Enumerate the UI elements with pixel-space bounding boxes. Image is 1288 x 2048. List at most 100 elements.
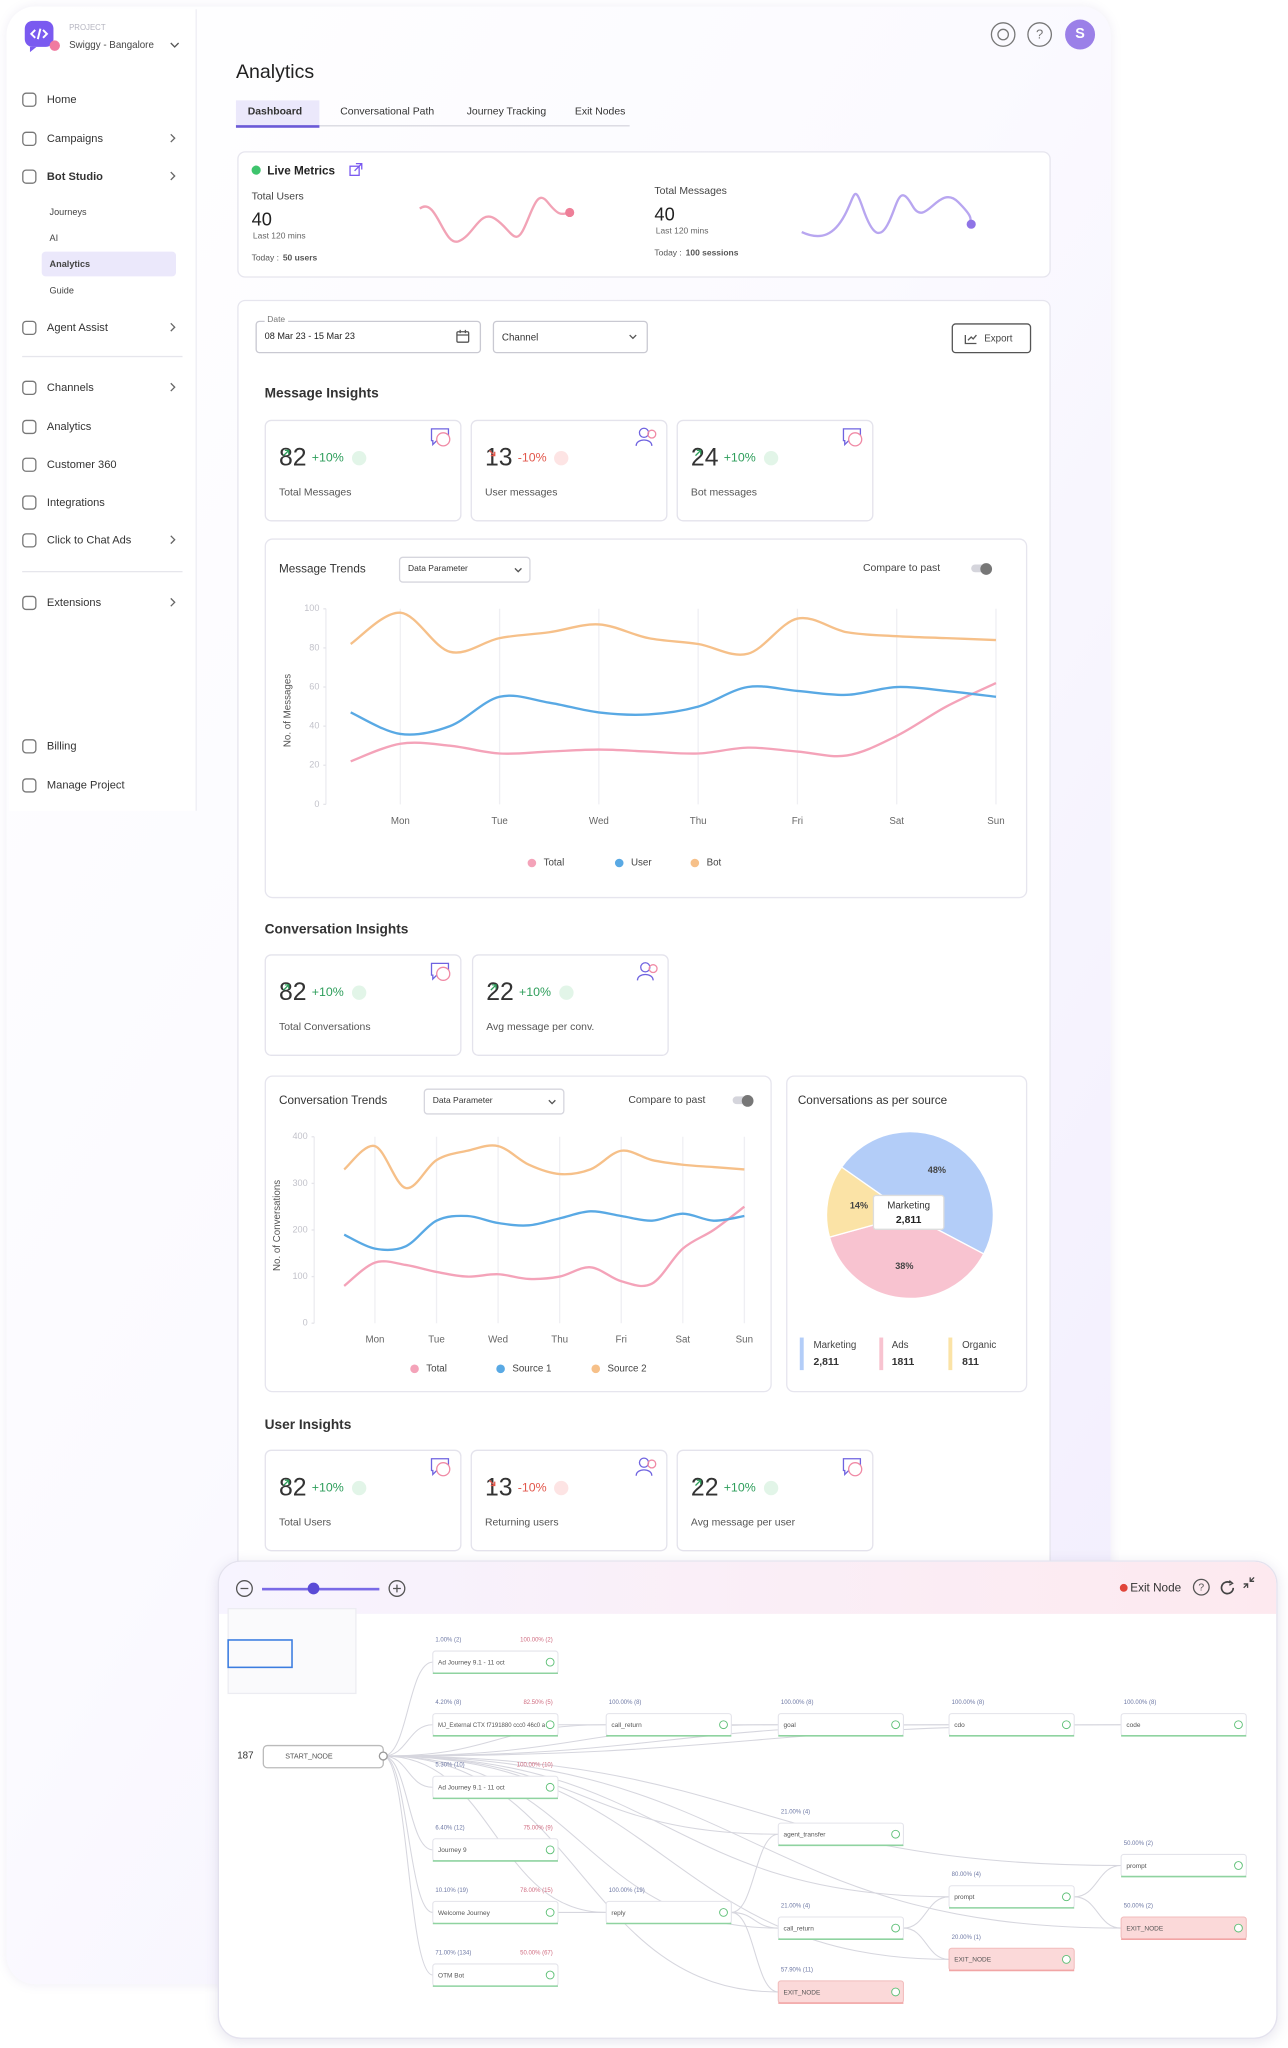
icon-part — [997, 28, 1010, 41]
help-button[interactable]: ? — [1192, 1578, 1210, 1596]
project-dropdown[interactable] — [169, 40, 180, 50]
icon-part — [848, 1462, 863, 1477]
chat-button[interactable] — [990, 22, 1016, 47]
icon-part — [964, 334, 977, 345]
menu-item[interactable]: Manage Project — [20, 773, 183, 796]
external-link[interactable] — [349, 162, 363, 176]
icon-part — [393, 1584, 401, 1593]
icon-part — [436, 1462, 451, 1477]
submenu-item[interactable]: Journeys — [49, 207, 87, 218]
icon-part — [489, 449, 496, 457]
menu-icon — [22, 169, 37, 184]
icon-part — [842, 1458, 862, 1476]
exit-node-label[interactable]: Exit Node — [1130, 1580, 1182, 1594]
icon-part — [635, 1469, 653, 1476]
icon-part — [436, 432, 451, 447]
section-title: Conversation Insights — [264, 921, 409, 937]
insight-change: +10% — [311, 985, 344, 1000]
zoom-out[interactable] — [235, 1580, 253, 1597]
tab[interactable]: Exit Nodes — [574, 105, 626, 118]
insight-label: Avg message per user — [690, 1516, 796, 1528]
toggle-knob — [741, 1094, 754, 1107]
menu-label: Customer 360 — [46, 457, 117, 471]
submenu-active — [41, 251, 176, 277]
toggle-knob — [980, 562, 993, 575]
project-label: PROJECT — [69, 24, 106, 33]
avatar[interactable]: S — [1065, 19, 1096, 50]
menu-item[interactable]: Agent Assist — [20, 315, 183, 338]
date-field[interactable]: 08 Mar 23 - 15 Mar 23 — [255, 320, 482, 354]
collapse-button[interactable] — [1242, 1576, 1255, 1589]
menu-label: Analytics — [46, 419, 92, 433]
menu-item[interactable]: Click to Chat Ads — [20, 528, 183, 551]
menu-item[interactable]: Integrations — [20, 490, 183, 513]
zoom-knob[interactable] — [307, 1582, 320, 1595]
trend-arrow — [490, 984, 497, 991]
insight-value: 24 — [690, 444, 719, 472]
compare-toggle[interactable] — [732, 1094, 754, 1107]
chevron — [170, 171, 176, 181]
insight-value: 13 — [484, 444, 513, 472]
insight-change: +10% — [723, 1480, 756, 1495]
compare-toggle[interactable] — [971, 562, 993, 575]
icon-part — [22, 92, 37, 107]
submenu-item[interactable]: AI — [49, 234, 59, 244]
card-icon — [842, 1458, 863, 1477]
insight-card: 82 +10% Total Users — [264, 1449, 462, 1552]
menu-label: Manage Project — [46, 778, 125, 792]
menu-item[interactable]: Campaigns — [20, 126, 183, 149]
icon-part — [548, 1099, 556, 1105]
refresh-button[interactable] — [1220, 1580, 1236, 1596]
card-icon — [430, 1458, 451, 1477]
tab[interactable]: Conversational Path — [340, 105, 435, 118]
zoom-in[interactable] — [388, 1580, 406, 1597]
submenu-item[interactable]: Guide — [49, 286, 74, 296]
menu-icon — [22, 131, 37, 147]
icon-part — [22, 495, 37, 510]
channel-select[interactable]: Channel — [492, 320, 648, 354]
insight-label: Bot messages — [690, 486, 758, 498]
chart-title: Conversation Trends — [278, 1093, 388, 1107]
icon-part — [490, 984, 497, 991]
chevron — [170, 382, 176, 392]
trend-arrow — [283, 449, 290, 457]
live-title: Live Metrics — [267, 163, 336, 177]
menu-label: Bot Studio — [46, 169, 103, 183]
compare-label: Compare to past — [863, 561, 941, 574]
conversation-trends-card — [264, 1075, 772, 1393]
sidebar — [9, 9, 197, 811]
parameter-select[interactable]: Data Parameter — [423, 1088, 565, 1115]
icon-part — [22, 778, 37, 793]
parameter-select[interactable]: Data Parameter — [398, 556, 531, 583]
menu-label: Extensions — [46, 595, 102, 609]
trend-arrow — [283, 1479, 290, 1486]
metric-window: Last 120 mins — [655, 226, 709, 236]
tab[interactable]: Dashboard — [247, 105, 303, 118]
trend-badge — [283, 449, 366, 466]
tab[interactable]: Journey Tracking — [466, 105, 547, 118]
menu-item[interactable]: Bot Studio — [20, 164, 183, 187]
menu-item[interactable]: Billing — [20, 734, 183, 757]
trend-badge — [489, 449, 569, 466]
icon-part — [430, 428, 450, 447]
insight-label: Returning users — [484, 1516, 559, 1528]
submenu-item[interactable]: Analytics — [49, 260, 91, 270]
menu-item[interactable]: Customer 360 — [20, 452, 183, 475]
export-button[interactable]: Export — [951, 323, 1032, 354]
help-button[interactable]: ? — [1027, 22, 1053, 47]
parameter-label: Data Parameter — [408, 564, 468, 574]
icon-part — [1027, 22, 1053, 47]
menu-item[interactable]: Home — [20, 87, 183, 110]
menu-item[interactable]: Extensions — [20, 591, 183, 614]
chart-title: Message Trends — [278, 561, 366, 575]
trend-badge — [283, 1479, 366, 1496]
menu-icon — [22, 739, 37, 754]
insight-label: Avg message per conv. — [486, 1020, 595, 1033]
menu-item[interactable]: Analytics — [20, 415, 183, 438]
metric-today: Today :100 sessions — [654, 249, 738, 258]
icon-part — [349, 165, 360, 176]
parameter-label: Data Parameter — [432, 1096, 493, 1106]
menu-icon — [22, 320, 37, 336]
icon-part — [648, 964, 658, 974]
menu-item[interactable]: Channels — [20, 375, 183, 398]
